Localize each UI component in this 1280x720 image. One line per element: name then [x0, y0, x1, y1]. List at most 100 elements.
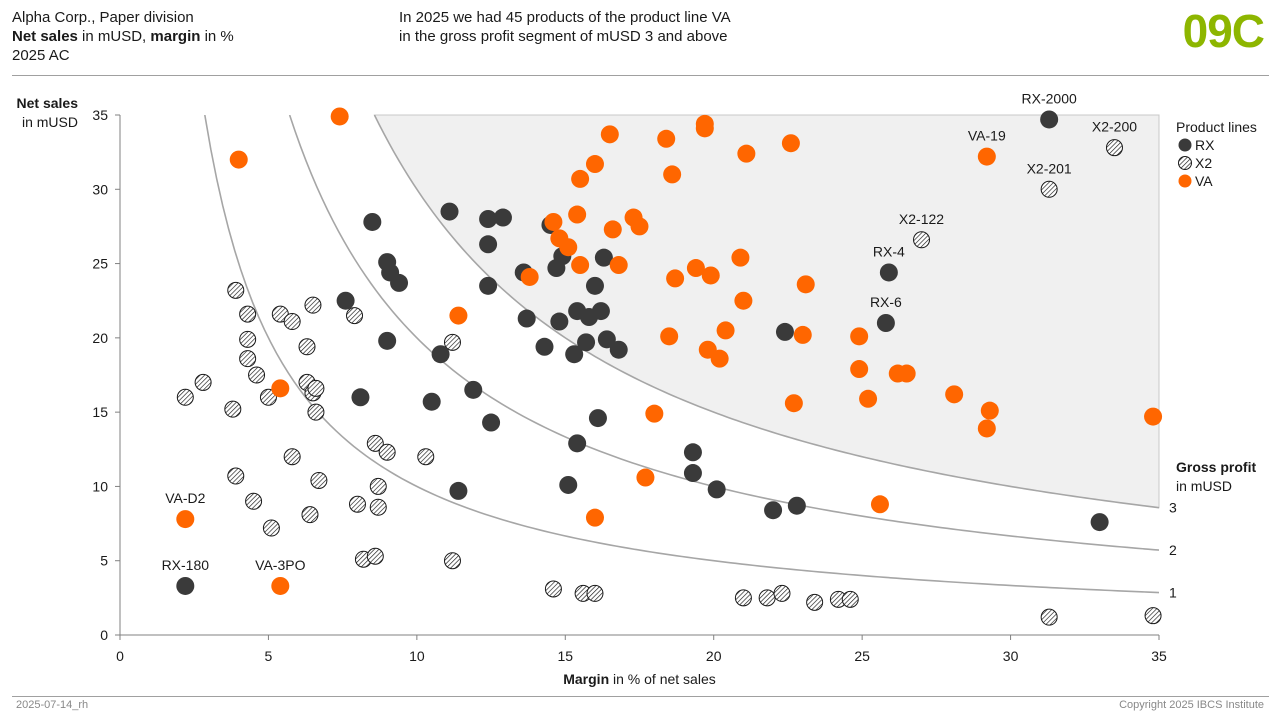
data-point-x2: [806, 593, 824, 611]
x-tick-label: 0: [116, 648, 124, 664]
data-point-x2: [586, 584, 604, 602]
gross-profit-curve-3: [373, 115, 1159, 509]
data-point-rx: [559, 475, 578, 494]
data-point-x2: [378, 443, 396, 461]
data-point-x2: [443, 552, 461, 570]
data-point-rx: [597, 330, 616, 349]
y-axis-label: Net sales: [17, 95, 79, 111]
header-rule: [12, 75, 1269, 76]
data-point-x2: [841, 590, 859, 608]
y-axis-unit: in mUSD: [22, 114, 78, 130]
data-point-va: [176, 510, 195, 529]
x-tick-label: 35: [1151, 648, 1167, 664]
data-point-x2: [301, 506, 319, 524]
data-point-va: [859, 389, 878, 408]
x-tick-label: 30: [1003, 648, 1019, 664]
data-point-rx: [879, 263, 898, 282]
data-point-rx: [176, 576, 195, 595]
data-point-x2: [346, 307, 364, 325]
data-point-va: [977, 419, 996, 438]
footer-rule: [12, 696, 1269, 697]
data-point-rx: [876, 314, 895, 332]
data-point-x2: [734, 589, 752, 607]
data-point-va: [870, 495, 889, 514]
data-point-va: [784, 394, 803, 413]
data-point-x2: [259, 388, 277, 406]
x-tick-label: 5: [265, 648, 273, 664]
data-point-x2: [369, 498, 387, 516]
data-point-x2: [369, 477, 387, 495]
data-point-x2: [1040, 180, 1058, 198]
point-label: VA-3PO: [255, 557, 305, 573]
data-point-va: [793, 325, 812, 344]
y-tick-label: 35: [92, 107, 108, 123]
data-point-va: [660, 327, 679, 346]
footer-copyright: Copyright 2025 IBCS Institute: [1119, 699, 1264, 711]
gross-profit-curve-label-1: 1: [1169, 585, 1177, 601]
data-point-va: [271, 576, 290, 595]
data-point-va: [657, 129, 676, 148]
data-point-va: [781, 134, 800, 153]
data-point-x2: [224, 400, 242, 418]
data-point-x2: [304, 296, 322, 314]
data-point-x2: [913, 231, 931, 249]
data-point-va: [330, 107, 349, 126]
data-point-va: [600, 125, 619, 144]
data-point-va: [571, 256, 590, 275]
data-point-va: [603, 220, 622, 239]
point-label: X2-122: [899, 211, 944, 227]
gross-profit-curve-label-3: 3: [1169, 500, 1177, 516]
data-point-x2: [227, 281, 245, 299]
data-point-x2: [298, 338, 316, 356]
data-point-rx: [1040, 110, 1059, 129]
point-label: VA-19: [968, 128, 1006, 144]
data-point-va: [695, 119, 714, 138]
data-point-x2: [239, 330, 257, 348]
x-axis-label-bold: Margin: [563, 671, 609, 687]
data-point-va: [701, 266, 720, 285]
data-point-va: [710, 349, 729, 368]
data-point-rx: [449, 481, 468, 500]
gross-profit-title: Gross profit: [1176, 459, 1256, 475]
data-point-x2: [417, 448, 435, 466]
gross-profit-curve-label-2: 2: [1169, 542, 1177, 558]
x-tick-label: 25: [854, 648, 870, 664]
data-point-rx: [775, 322, 794, 341]
point-label: X2-201: [1027, 160, 1072, 176]
chart-code: 09C: [1182, 5, 1265, 57]
data-point-x2: [262, 519, 280, 537]
data-point-rx: [683, 464, 702, 483]
data-point-va: [630, 217, 649, 236]
data-point-va: [520, 267, 539, 286]
header-netsales: Net sales: [12, 28, 78, 45]
legend-marker-va: [1178, 174, 1192, 188]
legend-marker-x2: [1178, 156, 1192, 170]
data-point-rx: [378, 331, 397, 350]
data-point-va: [636, 468, 655, 487]
data-point-va: [645, 404, 664, 423]
data-point-x2: [348, 495, 366, 513]
data-point-rx: [479, 235, 498, 254]
data-point-va: [666, 269, 685, 288]
x-axis-label-unit: in % of net sales: [609, 671, 716, 687]
data-point-rx: [568, 434, 587, 453]
data-point-rx: [609, 340, 628, 359]
y-tick-label: 30: [92, 181, 108, 197]
data-point-x2: [283, 313, 301, 331]
data-point-rx: [482, 413, 501, 432]
data-point-va: [1144, 407, 1163, 426]
data-point-rx: [363, 212, 382, 231]
data-point-va: [980, 401, 999, 420]
data-point-va: [663, 165, 682, 184]
header-measures: Net sales in mUSD, margin in %: [12, 27, 234, 46]
data-point-va: [897, 364, 916, 383]
data-point-va: [559, 238, 578, 257]
chart-header: Alpha Corp., Paper division Net sales in…: [12, 8, 234, 65]
data-point-x2: [758, 589, 776, 607]
gross-profit-curve-1: [204, 115, 1159, 594]
data-point-x2: [239, 305, 257, 323]
x-tick-label: 15: [557, 648, 573, 664]
data-point-x2: [1144, 607, 1162, 625]
point-label: RX-6: [870, 294, 902, 310]
data-point-x2: [245, 492, 263, 510]
